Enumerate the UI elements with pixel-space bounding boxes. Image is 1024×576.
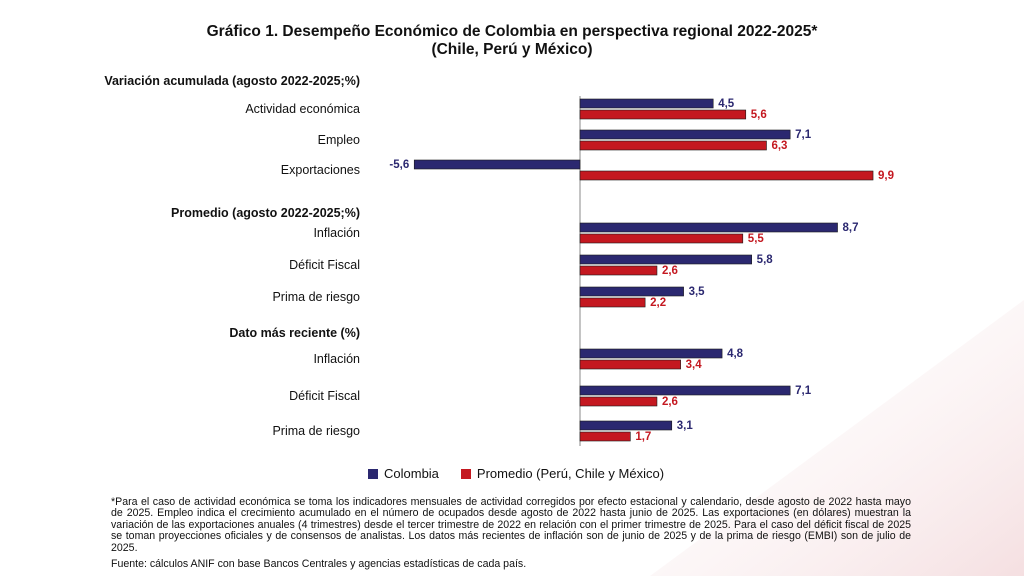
bar-colombia	[579, 222, 838, 233]
data-label-colombia: 3,1	[677, 420, 694, 432]
data-label-colombia: 3,5	[689, 286, 706, 298]
legend-swatch-colombia	[368, 468, 378, 479]
data-label-promedio: 1,7	[635, 431, 651, 443]
group-heading: Dato más reciente (%)	[229, 326, 360, 340]
bar-promedio	[579, 297, 646, 308]
bar-colombia	[579, 98, 714, 109]
data-label-promedio: 2,2	[650, 297, 666, 309]
bar-promedio	[579, 140, 767, 151]
data-label-colombia: 4,8	[727, 348, 744, 360]
bar-promedio	[579, 396, 658, 407]
footnote: *Para el caso de actividad económica se …	[111, 496, 911, 554]
category-label: Déficit Fiscal	[289, 258, 360, 272]
bar-promedio	[579, 170, 874, 181]
data-label-promedio: 5,6	[751, 109, 767, 121]
data-label-colombia: 5,8	[757, 254, 774, 266]
data-label-promedio: 2,6	[662, 265, 678, 277]
bar-chart: Variación acumulada (agosto 2022-2025;%)…	[104, 74, 894, 446]
bar-colombia	[413, 159, 581, 170]
category-label: Prima de riesgo	[272, 290, 360, 304]
bar-colombia	[579, 129, 791, 140]
data-label-colombia: 7,1	[795, 129, 812, 141]
data-label-colombia: 7,1	[795, 385, 812, 397]
bar-promedio	[579, 265, 658, 276]
group-heading: Promedio (agosto 2022-2025;%)	[171, 206, 360, 220]
legend-label-promedio: Promedio (Perú, Chile y México)	[476, 466, 665, 481]
bar-colombia	[579, 348, 723, 359]
legend-item-colombia: Colombia	[368, 466, 439, 481]
data-label-colombia: -5,6	[389, 159, 409, 171]
category-label: Empleo	[318, 133, 360, 147]
category-label: Actividad económica	[245, 102, 360, 116]
source-note: Fuente: cálculos ANIF con base Bancos Ce…	[111, 558, 527, 570]
data-label-promedio: 2,6	[662, 396, 678, 408]
legend-label-colombia: Colombia	[384, 466, 439, 481]
chart-title: Gráfico 1. Desempeño Económico de Colomb…	[0, 23, 1024, 59]
chart-title-line1: Gráfico 1. Desempeño Económico de Colomb…	[206, 23, 818, 40]
category-label: Inflación	[313, 352, 360, 366]
bar-colombia	[579, 385, 791, 396]
category-label: Exportaciones	[281, 163, 360, 177]
group-heading: Variación acumulada (agosto 2022-2025;%)	[104, 74, 360, 88]
data-label-promedio: 9,9	[878, 170, 894, 182]
data-label-promedio: 6,3	[771, 140, 787, 152]
category-label: Inflación	[313, 226, 360, 240]
data-label-promedio: 5,5	[748, 233, 765, 245]
legend-swatch-promedio	[460, 468, 471, 479]
bar-promedio	[579, 359, 681, 370]
bar-colombia	[579, 420, 673, 431]
bar-promedio	[579, 233, 744, 244]
category-label: Prima de riesgo	[272, 424, 360, 438]
bar-promedio	[579, 109, 747, 120]
category-label: Déficit Fiscal	[289, 389, 360, 403]
legend: Colombia Promedio (Perú, Chile y México)	[368, 466, 664, 481]
bar-promedio	[579, 431, 631, 442]
legend-item-promedio: Promedio (Perú, Chile y México)	[460, 466, 665, 481]
bar-colombia	[579, 286, 684, 297]
data-label-colombia: 4,5	[718, 98, 735, 110]
chart-title-line2: (Chile, Perú y México)	[431, 41, 593, 58]
bar-colombia	[579, 254, 752, 265]
data-label-colombia: 8,7	[843, 222, 859, 234]
data-label-promedio: 3,4	[686, 359, 703, 371]
